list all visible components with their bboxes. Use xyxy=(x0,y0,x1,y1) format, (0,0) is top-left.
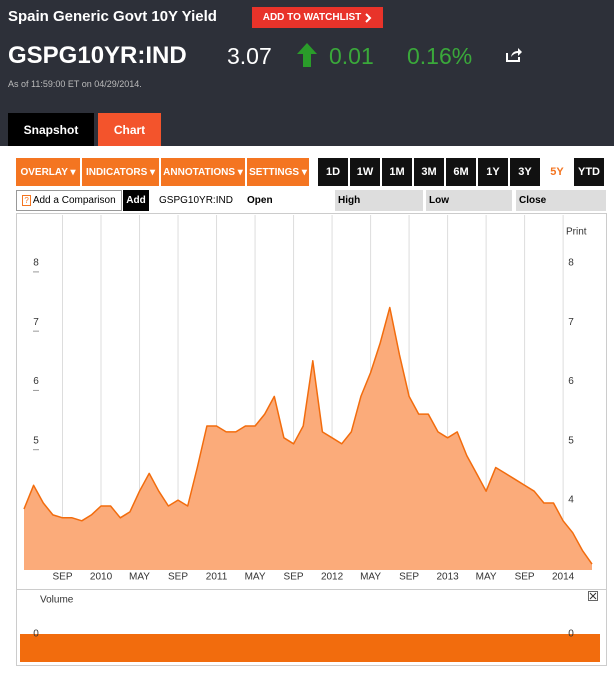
y-tick-label: 8 xyxy=(33,258,39,269)
area xyxy=(24,307,592,570)
tab-active[interactable]: Chart xyxy=(98,113,161,146)
x-tick-label: SEP xyxy=(284,572,304,583)
volume-tick-label: 0 xyxy=(568,629,574,640)
range-button[interactable]: 1W xyxy=(350,158,380,186)
up-arrow xyxy=(297,43,317,67)
print-link[interactable]: Print xyxy=(566,227,587,238)
field-label: Close xyxy=(516,190,606,211)
change: 0.01 xyxy=(329,43,374,69)
help-icon: ? xyxy=(22,195,31,206)
menu-button[interactable]: OVERLAY ▾ xyxy=(16,158,80,186)
tab[interactable]: Snapshot xyxy=(8,113,94,146)
range-button[interactable]: 3M xyxy=(414,158,444,186)
timestamp: As of 11:59:00 ET on 04/29/2014. xyxy=(8,79,142,89)
field-label: High xyxy=(335,190,423,211)
range-button[interactable]: 1M xyxy=(382,158,412,186)
field-label: Open xyxy=(244,190,329,211)
volume-area xyxy=(20,634,600,662)
range-button[interactable]: 1D xyxy=(318,158,348,186)
menu-button[interactable]: SETTINGS ▾ xyxy=(247,158,309,186)
x-tick-label: 2014 xyxy=(552,572,575,583)
watchlist-label: ADD TO WATCHLIST xyxy=(262,12,362,23)
comparison-label: Add a Comparison xyxy=(32,195,116,206)
comparison-input[interactable]: ? Add a Comparison xyxy=(16,190,122,211)
chevron xyxy=(365,12,372,23)
watchlist-button[interactable]: ADD TO WATCHLIST xyxy=(252,7,383,28)
x-tick-label: MAY xyxy=(129,572,150,583)
x-tick-label: SEP xyxy=(515,572,535,583)
x-tick-label: 2013 xyxy=(436,572,459,583)
x-tick-label: SEP xyxy=(399,572,419,583)
y-tick-label: 8 xyxy=(568,258,574,269)
menu-button[interactable]: INDICATORS ▾ xyxy=(82,158,159,186)
range-button[interactable]: 5Y xyxy=(542,158,572,186)
quote-header: Spain Generic Govt 10Y Yield ADD TO WATC… xyxy=(0,0,614,146)
range-button[interactable]: 6M xyxy=(446,158,476,186)
x-tick-label: 2012 xyxy=(321,572,344,583)
title: Spain Generic Govt 10Y Yield xyxy=(8,8,217,25)
y-tick-label: 5 xyxy=(33,435,39,446)
range-button[interactable]: YTD xyxy=(574,158,604,186)
chart-frame xyxy=(16,213,607,666)
x-tick-label: MAY xyxy=(476,572,497,583)
line xyxy=(23,306,593,565)
close-x xyxy=(589,592,597,600)
y-tick-label: 7 xyxy=(568,317,574,328)
x-tick-label: MAY xyxy=(245,572,266,583)
y-tick-label: 6 xyxy=(33,376,39,387)
x-tick-label: SEP xyxy=(53,572,73,583)
y-tick-label: 6 xyxy=(568,376,574,387)
range-button[interactable]: 3Y xyxy=(510,158,540,186)
field-label: Low xyxy=(426,190,512,211)
y-tick-label: 7 xyxy=(33,317,39,328)
add-button[interactable]: Add xyxy=(123,190,149,211)
x-tick-label: 2010 xyxy=(90,572,113,583)
field-ticker: GSPG10YR:IND xyxy=(159,195,233,206)
range-button[interactable]: 1Y xyxy=(478,158,508,186)
x-tick-label: MAY xyxy=(360,572,381,583)
y-tick-label: 4 xyxy=(568,495,574,506)
ticker: GSPG10YR:IND xyxy=(8,42,187,69)
x-tick-label: SEP xyxy=(168,572,188,583)
price: 3.07 xyxy=(227,43,272,69)
share-icon[interactable] xyxy=(505,47,523,63)
volume-tick-label: 0 xyxy=(33,629,39,640)
menu-button[interactable]: ANNOTATIONS ▾ xyxy=(161,158,245,186)
x-tick-label: 2011 xyxy=(206,572,228,583)
volume-title: Volume xyxy=(40,595,74,606)
y-tick-label: 5 xyxy=(568,435,574,446)
change-pct: 0.16% xyxy=(407,43,473,69)
